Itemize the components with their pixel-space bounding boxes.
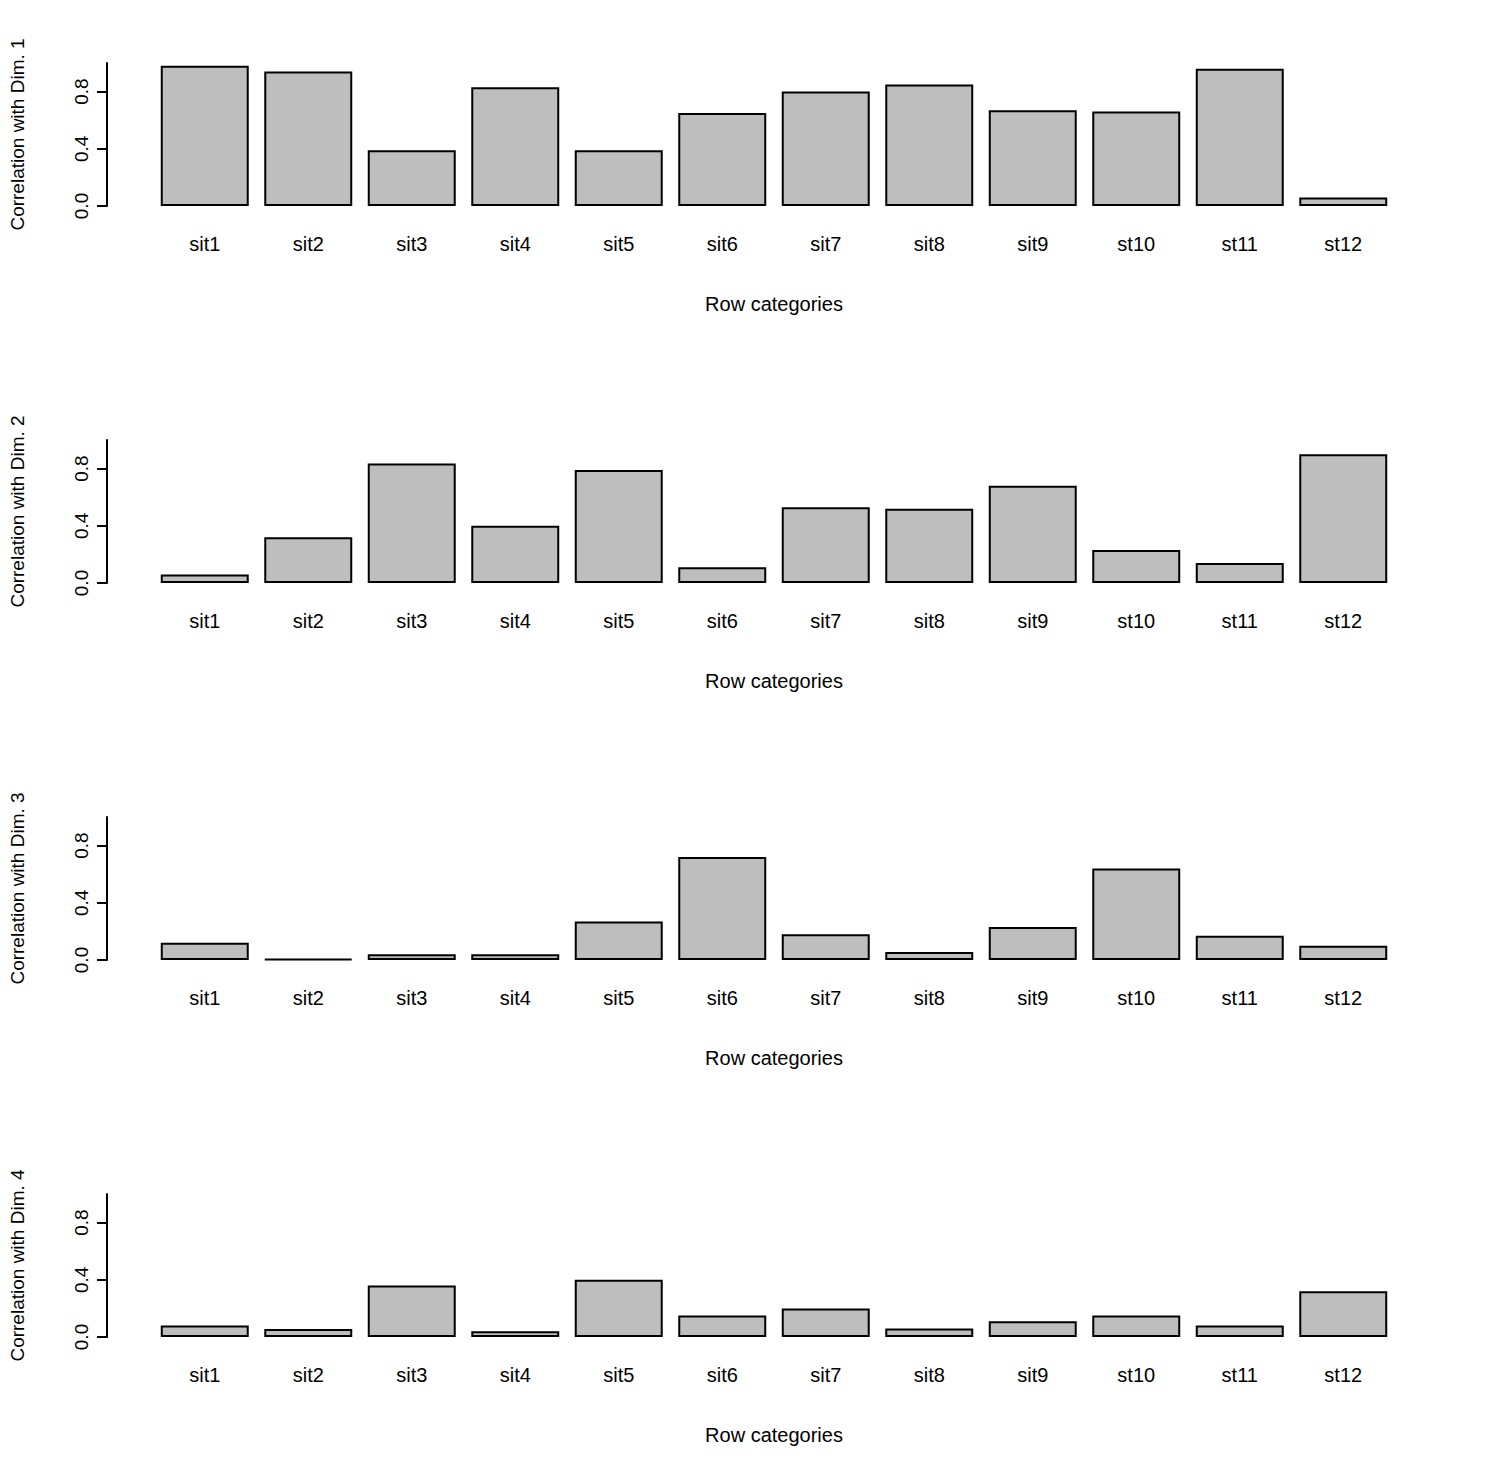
svg-text:0.4: 0.4 (71, 1266, 92, 1293)
svg-text:sit1: sit1 (189, 1364, 220, 1386)
svg-text:sit1: sit1 (189, 987, 220, 1009)
svg-text:sit2: sit2 (293, 610, 324, 632)
svg-text:Correlation with Dim. 1: Correlation with Dim. 1 (7, 38, 28, 230)
svg-text:st10: st10 (1117, 987, 1155, 1009)
svg-text:sit2: sit2 (293, 987, 324, 1009)
svg-text:sit8: sit8 (914, 987, 945, 1009)
svg-text:st11: st11 (1222, 610, 1258, 632)
svg-text:0.0: 0.0 (71, 947, 92, 973)
svg-text:0.4: 0.4 (71, 889, 92, 916)
svg-text:Correlation with Dim. 4: Correlation with Dim. 4 (7, 1169, 28, 1362)
svg-text:0.0: 0.0 (71, 570, 92, 596)
svg-text:Row categories: Row categories (705, 1424, 843, 1446)
svg-text:sit3: sit3 (396, 233, 427, 255)
svg-text:sit9: sit9 (1017, 987, 1048, 1009)
svg-text:sit1: sit1 (189, 610, 220, 632)
svg-text:Correlation with Dim. 3: Correlation with Dim. 3 (7, 792, 28, 984)
svg-text:sit6: sit6 (707, 987, 738, 1009)
svg-text:sit3: sit3 (396, 987, 427, 1009)
svg-text:0.4: 0.4 (71, 135, 92, 162)
svg-text:Correlation with Dim. 2: Correlation with Dim. 2 (7, 415, 28, 607)
svg-text:st12: st12 (1324, 1364, 1362, 1386)
svg-text:sit4: sit4 (500, 233, 531, 255)
svg-text:sit7: sit7 (810, 987, 841, 1009)
svg-text:Row categories: Row categories (705, 1047, 843, 1069)
svg-text:sit9: sit9 (1017, 233, 1048, 255)
svg-text:sit3: sit3 (396, 610, 427, 632)
svg-text:st12: st12 (1324, 987, 1362, 1009)
svg-text:st10: st10 (1117, 1364, 1155, 1386)
svg-text:sit8: sit8 (914, 233, 945, 255)
svg-text:st12: st12 (1324, 233, 1362, 255)
svg-text:sit5: sit5 (603, 1364, 634, 1386)
svg-text:0.8: 0.8 (71, 1209, 92, 1235)
svg-text:sit3: sit3 (396, 1364, 427, 1386)
svg-text:st12: st12 (1324, 610, 1362, 632)
svg-text:sit6: sit6 (707, 233, 738, 255)
svg-text:st11: st11 (1222, 1364, 1258, 1386)
svg-text:sit6: sit6 (707, 1364, 738, 1386)
svg-text:sit2: sit2 (293, 233, 324, 255)
svg-text:sit7: sit7 (810, 1364, 841, 1386)
svg-text:st11: st11 (1222, 987, 1258, 1009)
svg-text:sit5: sit5 (603, 233, 634, 255)
svg-text:0.8: 0.8 (71, 832, 92, 858)
svg-text:sit8: sit8 (914, 610, 945, 632)
svg-text:0.4: 0.4 (71, 512, 92, 539)
svg-text:sit4: sit4 (500, 987, 531, 1009)
svg-text:st11: st11 (1222, 233, 1258, 255)
svg-text:Row categories: Row categories (705, 670, 843, 692)
svg-text:sit5: sit5 (603, 610, 634, 632)
svg-text:sit6: sit6 (707, 610, 738, 632)
svg-text:st10: st10 (1117, 610, 1155, 632)
svg-text:sit9: sit9 (1017, 610, 1048, 632)
svg-text:0.0: 0.0 (71, 1324, 92, 1350)
svg-text:sit7: sit7 (810, 610, 841, 632)
svg-text:sit1: sit1 (189, 233, 220, 255)
svg-text:sit2: sit2 (293, 1364, 324, 1386)
svg-text:0.8: 0.8 (71, 455, 92, 481)
svg-text:sit9: sit9 (1017, 1364, 1048, 1386)
svg-text:sit8: sit8 (914, 1364, 945, 1386)
svg-text:sit4: sit4 (500, 610, 531, 632)
svg-text:0.8: 0.8 (71, 78, 92, 104)
svg-text:sit7: sit7 (810, 233, 841, 255)
svg-text:sit4: sit4 (500, 1364, 531, 1386)
svg-text:0.0: 0.0 (71, 193, 92, 219)
svg-text:Row categories: Row categories (705, 293, 843, 315)
svg-text:st10: st10 (1117, 233, 1155, 255)
svg-text:sit5: sit5 (603, 987, 634, 1009)
